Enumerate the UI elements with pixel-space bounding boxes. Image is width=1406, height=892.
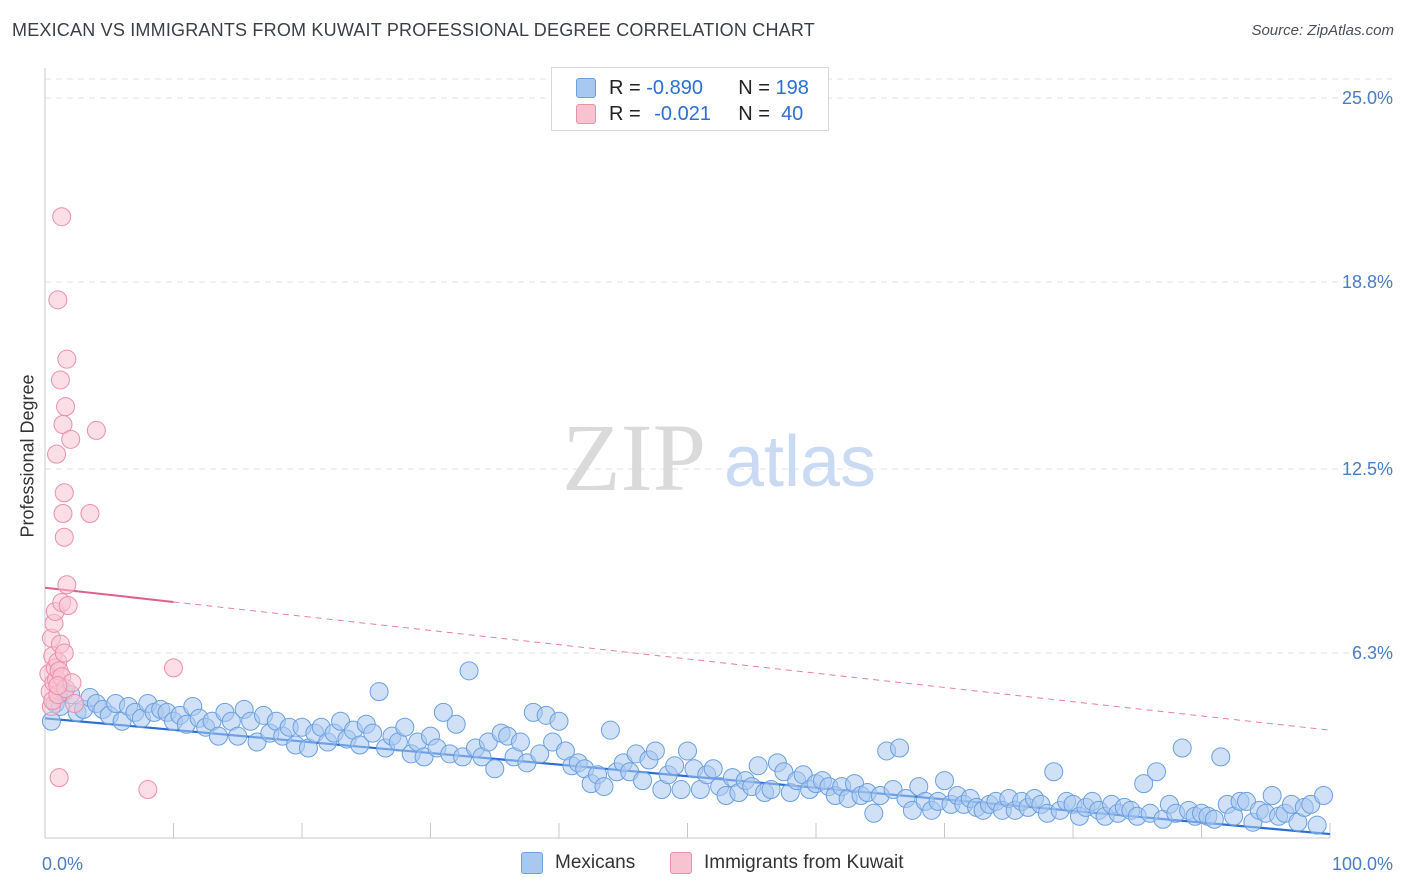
legend-row-mexicans: R = -0.890 N = 198	[576, 75, 809, 101]
point-kuwait	[52, 207, 72, 227]
point-mexicans	[1172, 738, 1192, 758]
chart-title: MEXICAN VS IMMIGRANTS FROM KUWAIT PROFES…	[12, 20, 815, 40]
point-mexicans	[703, 759, 723, 779]
point-kuwait	[58, 596, 78, 616]
point-kuwait	[61, 429, 81, 449]
tick-labels: 6.3% 12.5% 18.8% 25.0% 0.0% 100.0%	[42, 88, 1393, 874]
point-kuwait	[164, 658, 183, 678]
series-legend: Mexicans Immigrants from Kuwait	[0, 852, 1406, 878]
point-mexicans	[645, 741, 665, 761]
legend-r-label: R =	[609, 102, 641, 125]
point-mexicans	[633, 771, 653, 791]
point-mexicans	[935, 771, 954, 791]
point-kuwait	[53, 504, 73, 524]
watermark-zip: ZIP	[562, 404, 706, 511]
legend-r-value: -0.890	[646, 76, 703, 99]
point-kuwait	[80, 504, 100, 524]
x-tick-label-min: 0.0%	[42, 854, 83, 874]
point-kuwait	[48, 676, 68, 696]
point-mexicans	[350, 735, 370, 755]
series-legend-kuwait: Immigrants from Kuwait	[670, 852, 904, 874]
point-kuwait	[54, 483, 74, 503]
point-kuwait	[48, 290, 68, 310]
point-mexicans	[446, 714, 466, 734]
point-mexicans	[485, 759, 505, 779]
legend-n-value: 40	[781, 102, 804, 125]
legend-n-value: 198	[775, 76, 809, 99]
series-label-kuwait: Immigrants from Kuwait	[704, 852, 904, 873]
point-kuwait	[86, 420, 106, 440]
point-kuwait	[54, 527, 74, 547]
point-mexicans	[864, 803, 884, 823]
point-kuwait	[57, 349, 77, 369]
series-swatch-mexicans	[521, 852, 543, 874]
point-kuwait	[54, 643, 74, 663]
point-kuwait	[57, 575, 77, 595]
point-mexicans	[761, 780, 781, 800]
point-mexicans	[549, 711, 569, 731]
point-mexicans	[600, 720, 620, 740]
point-mexicans	[678, 741, 697, 761]
point-mexicans	[208, 726, 228, 746]
watermark-atlas: atlas	[724, 422, 876, 502]
y-tick-label: 18.8%	[1342, 272, 1393, 292]
data-points	[39, 207, 1334, 835]
point-kuwait	[50, 370, 70, 390]
legend-r-value: -0.021	[654, 102, 711, 125]
y-tick-label: 25.0%	[1342, 88, 1393, 108]
source-label: Source: ZipAtlas.com	[1251, 22, 1394, 39]
trend-line-dashed-1	[173, 601, 1331, 731]
point-mexicans	[530, 744, 550, 764]
legend-r-label: R =	[609, 76, 641, 99]
point-mexicans	[459, 661, 479, 681]
legend-n-label: N =	[738, 76, 770, 99]
point-mexicans	[665, 756, 685, 776]
point-mexicans	[890, 738, 910, 758]
legend-n-label: N =	[738, 102, 770, 125]
point-kuwait	[138, 780, 158, 800]
point-mexicans	[1134, 774, 1154, 794]
point-mexicans	[1307, 815, 1327, 835]
point-mexicans	[363, 723, 383, 743]
point-mexicans	[671, 780, 691, 800]
point-kuwait	[56, 397, 76, 417]
point-kuwait	[49, 768, 69, 788]
x-tick-label-max: 100.0%	[1332, 854, 1393, 874]
point-kuwait	[47, 444, 67, 464]
legend-swatch-kuwait	[576, 104, 596, 124]
point-mexicans	[369, 682, 389, 702]
point-mexicans	[1211, 747, 1231, 767]
point-mexicans	[228, 726, 248, 746]
series-swatch-kuwait	[670, 852, 692, 874]
point-kuwait	[65, 693, 85, 713]
point-mexicans	[510, 732, 530, 752]
point-mexicans	[1147, 762, 1167, 782]
point-mexicans	[1204, 809, 1224, 829]
legend-row-kuwait: R = -0.021 N = 40	[576, 101, 803, 127]
point-mexicans	[1044, 762, 1064, 782]
point-mexicans	[433, 702, 453, 722]
y-tick-label: 6.3%	[1352, 643, 1393, 663]
point-mexicans	[1314, 785, 1334, 805]
y-tick-label: 12.5%	[1342, 459, 1393, 479]
legend-swatch-mexicans	[576, 78, 596, 98]
series-legend-mexicans: Mexicans	[521, 852, 635, 874]
stats-legend: R = -0.890 N = 198 R = -0.021 N = 40	[551, 67, 829, 131]
point-mexicans	[1262, 785, 1282, 805]
gridlines	[45, 78, 1392, 654]
series-label-mexicans: Mexicans	[555, 852, 636, 873]
point-mexicans	[594, 777, 614, 797]
point-mexicans	[748, 756, 768, 776]
point-mexicans	[395, 717, 415, 737]
